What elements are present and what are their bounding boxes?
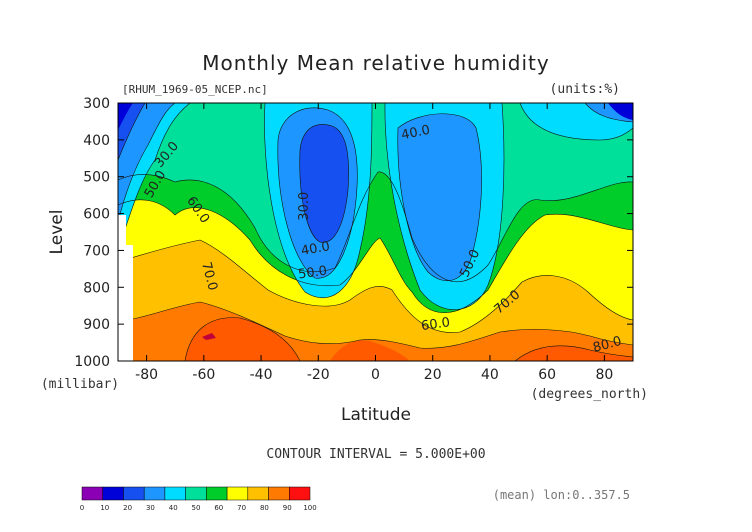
x-tick-label: 20 [424,367,442,383]
band-eq-core [330,340,410,361]
bowl-sh-20-30 [299,124,349,243]
contour-interval-note: CONTOUR INTERVAL = 5.000E+00 [266,447,485,462]
x-tick-label: -40 [250,367,273,383]
y-tick-label: 700 [83,243,110,259]
chart-title: Monthly Mean relative humidity [202,51,549,75]
y-tick-label: 1000 [74,354,110,370]
units-label: (units:%) [550,82,620,97]
colorbar-swatch [206,486,228,501]
band-sh-spot [202,333,216,340]
colorbar-swatch [247,486,269,501]
y-tick-label: 300 [83,96,110,112]
y-axis-unit: (millibar) [41,377,119,392]
colorbar-level-label: 60 [214,504,223,512]
y-tick-label: 900 [83,317,110,333]
x-axis-unit: (degrees_north) [531,387,648,402]
colorbar-swatch [185,486,207,501]
x-axis-label: Latitude [341,405,411,425]
y-axis-label: Level [47,210,67,255]
x-tick-label: -60 [192,367,215,383]
colorbar-swatch [143,486,166,501]
band-nh-core [515,345,633,361]
x-axis-ticks: -80 -60 -40 -20 0 20 40 60 80 [135,103,613,383]
contour-label: 50.0 [297,264,328,283]
band-nh-cap-20-30 [608,103,633,120]
x-tick-label: 0 [371,367,380,383]
colorbar-level-label: 70 [237,504,246,512]
band-10-20 [118,103,133,130]
colorbar-swatch [268,486,290,501]
band-sh-core-90-100 [185,317,300,361]
colorbar-swatch [81,486,103,501]
contour-label: 40.0 [400,123,431,144]
y-tick-label: 800 [83,280,110,296]
contour-field [118,103,633,361]
contour-label: 70.0 [198,260,220,292]
colorbar-level-label: 80 [260,504,269,512]
contour-label: 40.0 [300,239,331,259]
y-tick-label: 600 [83,207,110,223]
dataset-filename: [RHUM_1969-05_NCEP.nc] [122,83,268,96]
colorbar-swatch [123,486,145,501]
x-tick-label: 80 [595,367,613,383]
bowl-nh-30-40 [397,113,482,281]
colorbar-level-label: 100 [303,504,316,512]
x-tick-label: -80 [135,367,158,383]
colorbar-level-label: 20 [123,504,132,512]
y-tick-label: 500 [83,170,110,186]
colorbar-level-label: 30 [146,504,155,512]
x-tick-label: -20 [307,367,330,383]
band-30-40 [118,103,175,222]
y-tick-label: 400 [83,133,110,149]
contour-label: 80.0 [591,334,623,356]
colorbar-swatch [289,486,311,501]
colorbar: 0 10 20 30 40 50 60 70 80 90 100 [80,486,317,512]
longitude-mean-note: (mean) lon:0..357.5 [493,488,630,502]
colorbar-level-label: 40 [169,504,178,512]
x-tick-label: 40 [481,367,499,383]
colorbar-level-label: 90 [283,504,292,512]
y-axis-ticks: 300 400 500 600 700 800 900 1000 [74,96,633,370]
contour-label: 30.0 [297,192,312,221]
colorbar-level-label: 50 [192,504,201,512]
contour-label: 60.0 [420,315,451,334]
band-20-30 [118,103,145,160]
colorbar-level-label: 0 [80,504,84,512]
colorbar-swatch [102,486,124,501]
x-tick-label: 60 [538,367,556,383]
colorbar-swatch [164,486,186,501]
contour-lines [118,103,633,361]
colorbar-level-label: 10 [100,504,109,512]
colorbar-swatch [226,486,249,501]
